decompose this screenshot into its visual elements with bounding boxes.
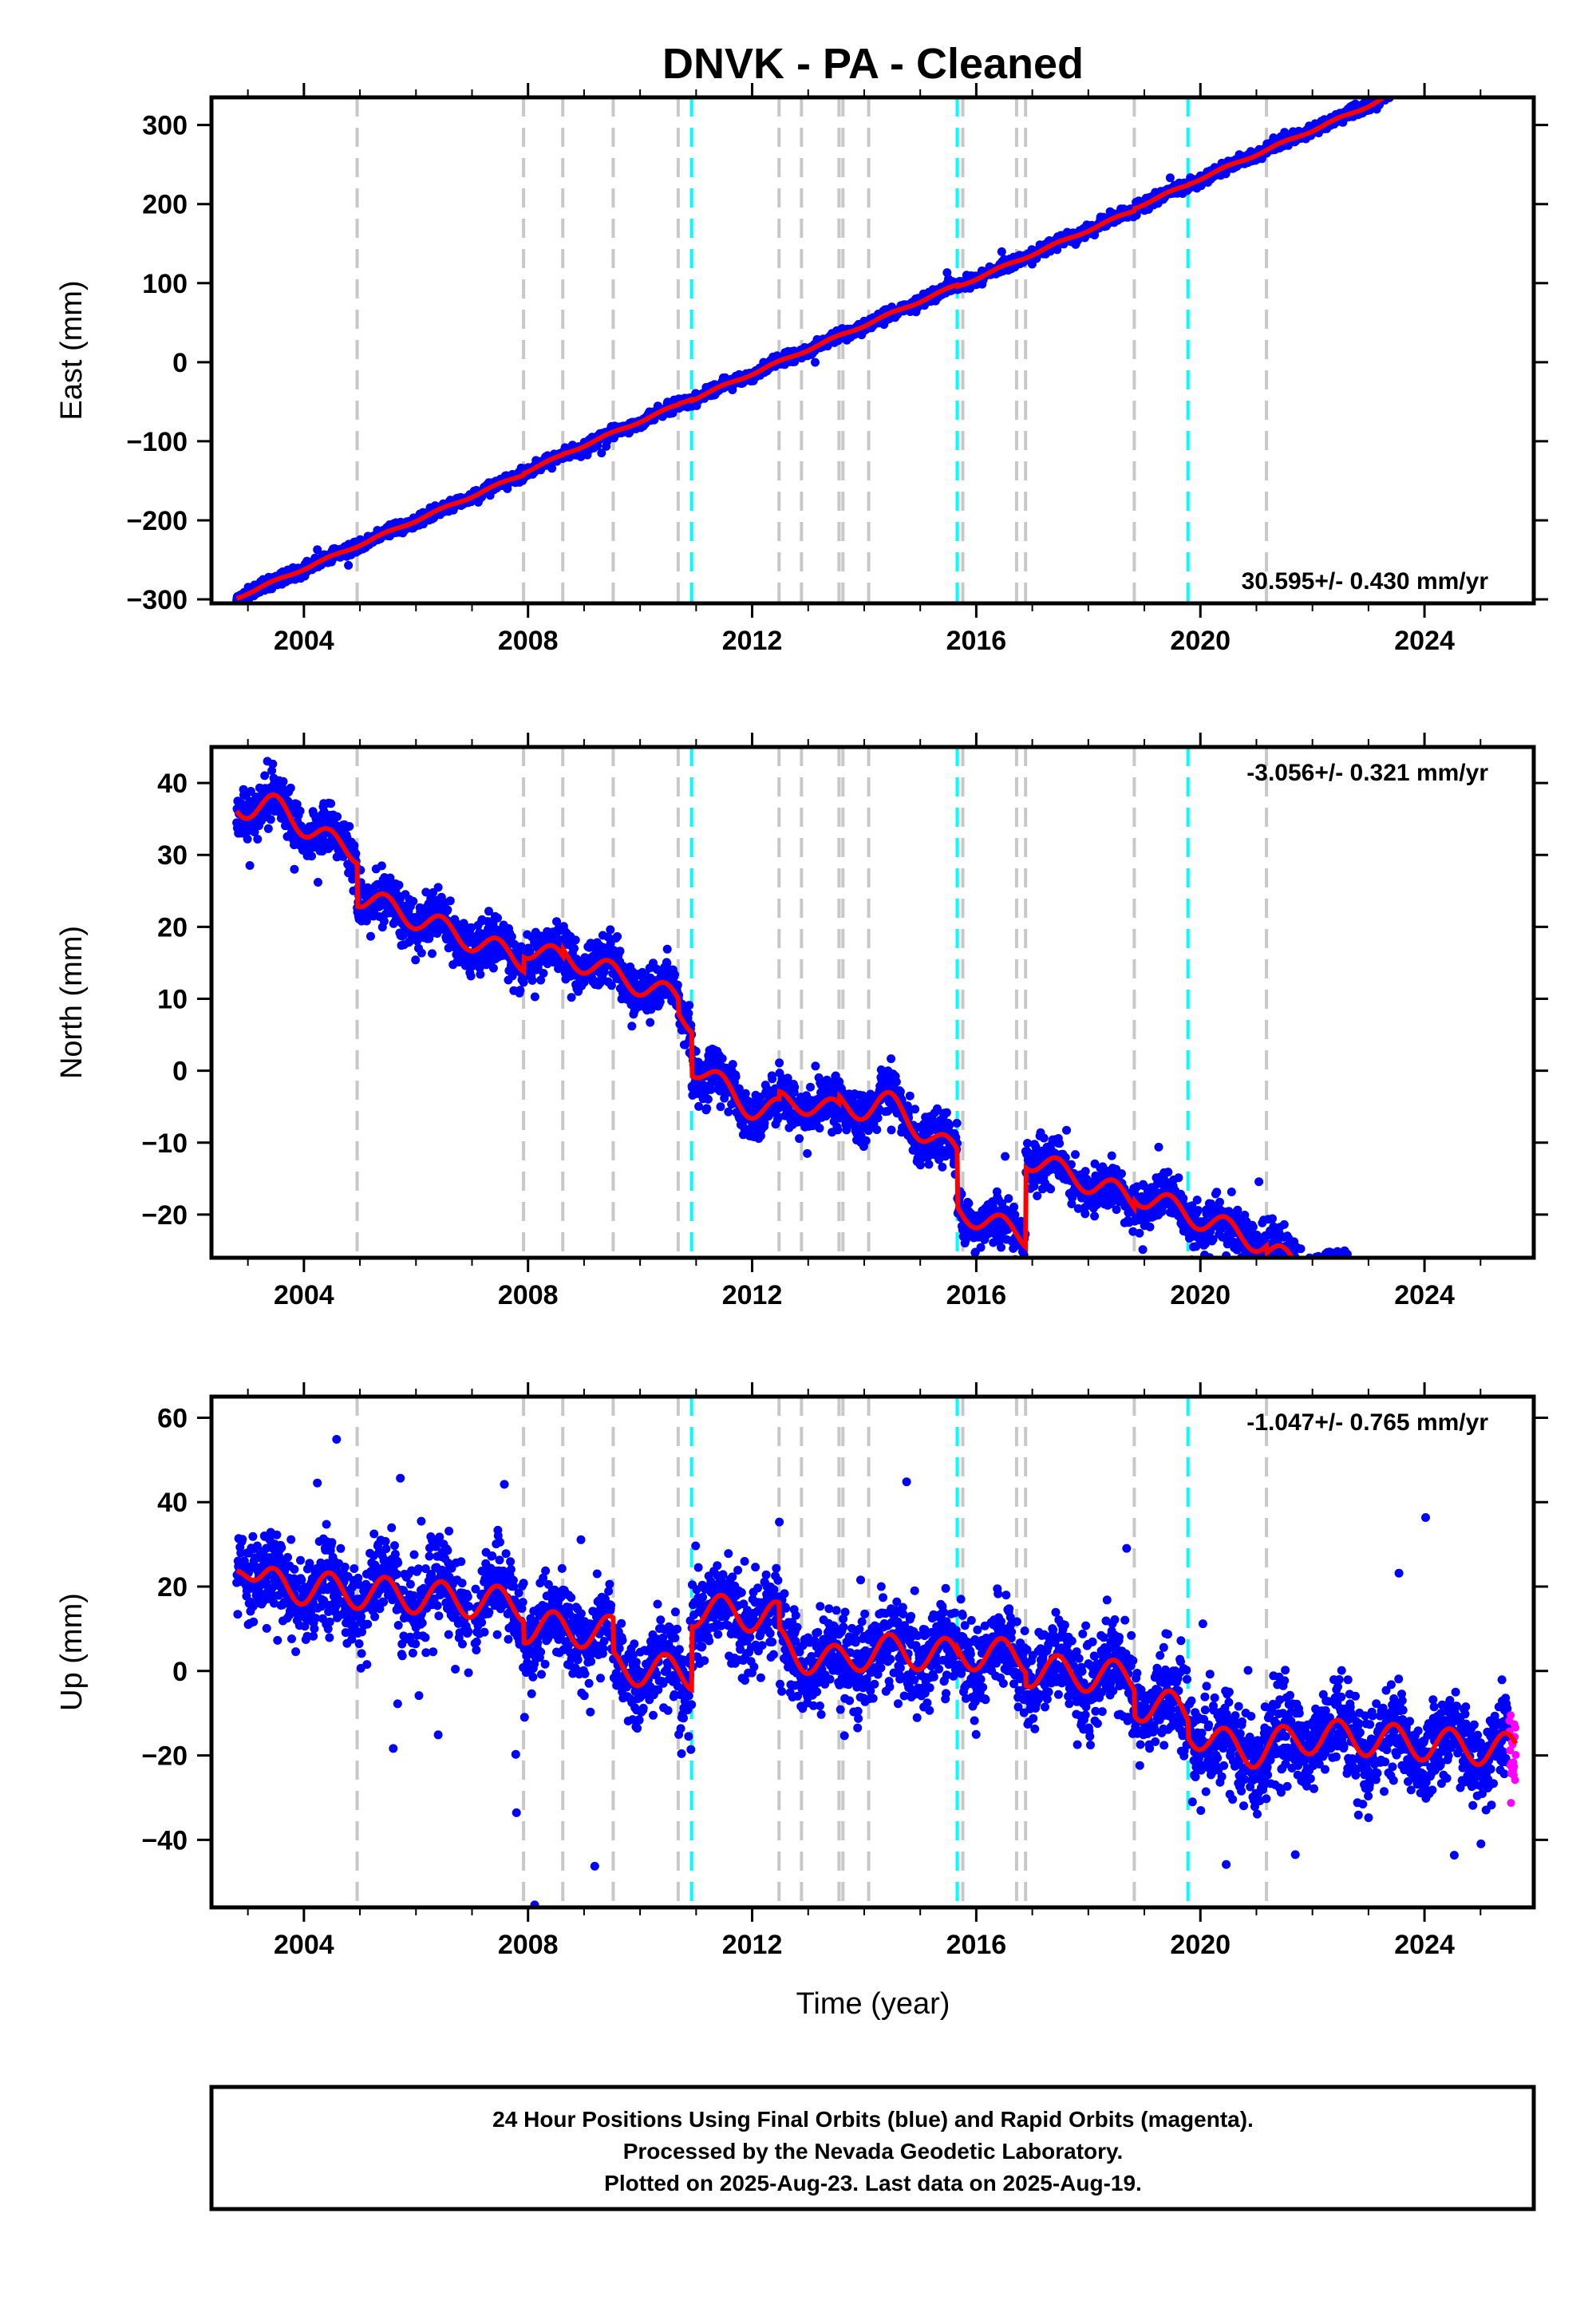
- east-panel: 2004 2008 2012 2016 2020 2024 −300 −200 −100 0 100…: [55, 83, 1548, 656]
- up-panel: 2004 2008 2012 2016 2020 2024 −40 −20 0 20 40 60 Up …: [55, 1382, 1548, 1960]
- rate-annotation: 30.595+/- 0.430 mm/yr: [1242, 568, 1489, 595]
- model-curve: [235, 1565, 1519, 1770]
- x-tick-label: 2004: [274, 1280, 334, 1310]
- footer-box: 24 Hour Positions Using Final Orbits (bl…: [209, 2085, 1536, 2211]
- x-tick-label: 2008: [498, 626, 559, 656]
- y-tick-label: 100: [142, 269, 188, 299]
- y-tick-label: −20: [141, 1200, 188, 1231]
- x-tick-label: 2012: [722, 1280, 783, 1310]
- y-tick-label: 20: [157, 912, 188, 943]
- x-tick-label: 2024: [1394, 626, 1455, 656]
- x-tick-label: 2012: [722, 1930, 783, 1960]
- x-tick-label: 2016: [946, 626, 1007, 656]
- x-tick-label: 2024: [1394, 1280, 1455, 1310]
- x-tick-label: 2020: [1170, 1280, 1231, 1310]
- y-tick-label: −100: [126, 427, 188, 457]
- rate-annotation: -3.056+/- 0.321 mm/yr: [1246, 760, 1488, 786]
- chart-title: DNVK - PA - Cleaned: [662, 40, 1084, 88]
- y-tick-label: 30: [157, 840, 188, 871]
- x-tick-label: 2016: [946, 1280, 1007, 1310]
- footer-frame: [209, 2085, 1536, 2211]
- y-tick-label: 60: [157, 1403, 188, 1433]
- y-axis-label: North (mm): [55, 926, 89, 1079]
- y-tick-label: 0: [172, 1057, 188, 1087]
- y-axis-label: East (mm): [55, 280, 89, 420]
- x-tick-label: 2024: [1394, 1930, 1455, 1960]
- y-tick-label: 40: [157, 769, 188, 799]
- y-tick-label: 200: [142, 190, 188, 220]
- y-tick-label: −300: [126, 585, 188, 615]
- y-tick-label: −200: [126, 506, 188, 536]
- north-panel: 2004 2008 2012 2016 2020 2024 −20 −10 0 10 20 30 40 N…: [55, 733, 1548, 1310]
- y-tick-label: −10: [141, 1128, 188, 1159]
- model-curve: [235, 97, 1389, 601]
- y-tick-label: 40: [157, 1488, 188, 1518]
- plot-frame: [209, 95, 1536, 606]
- y-tick-label: 0: [172, 348, 188, 378]
- x-tick-label: 2004: [274, 626, 334, 656]
- x-tick-label: 2008: [498, 1280, 559, 1310]
- rate-annotation: -1.047+/- 0.765 mm/yr: [1246, 1409, 1488, 1436]
- x-axis-label: Time (year): [796, 1987, 950, 2021]
- y-tick-label: 300: [142, 111, 188, 141]
- rapid-orbit-points: [1505, 1711, 1520, 1808]
- footer-line-orbits: 24 Hour Positions Using Final Orbits (bl…: [492, 2107, 1254, 2132]
- y-axis-label: Up (mm): [55, 1593, 89, 1711]
- x-tick-label: 2008: [498, 1930, 559, 1960]
- plot-frame: [209, 745, 1536, 1260]
- footer-line-processed: Processed by the Nevada Geodetic Laborat…: [623, 2139, 1124, 2164]
- model-curve: [235, 792, 1296, 1258]
- plot-frame: [209, 1394, 1536, 1910]
- y-tick-label: −40: [141, 1825, 188, 1856]
- y-tick-label: 0: [172, 1657, 188, 1687]
- x-tick-label: 2020: [1170, 626, 1231, 656]
- y-tick-label: 20: [157, 1572, 188, 1603]
- x-tick-label: 2012: [722, 626, 783, 656]
- x-tick-label: 2004: [274, 1930, 334, 1960]
- x-tick-label: 2020: [1170, 1930, 1231, 1960]
- x-tick-label: 2016: [946, 1930, 1007, 1960]
- y-tick-label: −20: [141, 1741, 188, 1772]
- footer-line-plotted: Plotted on 2025-Aug-23. Last data on 202…: [604, 2171, 1142, 2195]
- y-tick-label: 10: [157, 984, 188, 1014]
